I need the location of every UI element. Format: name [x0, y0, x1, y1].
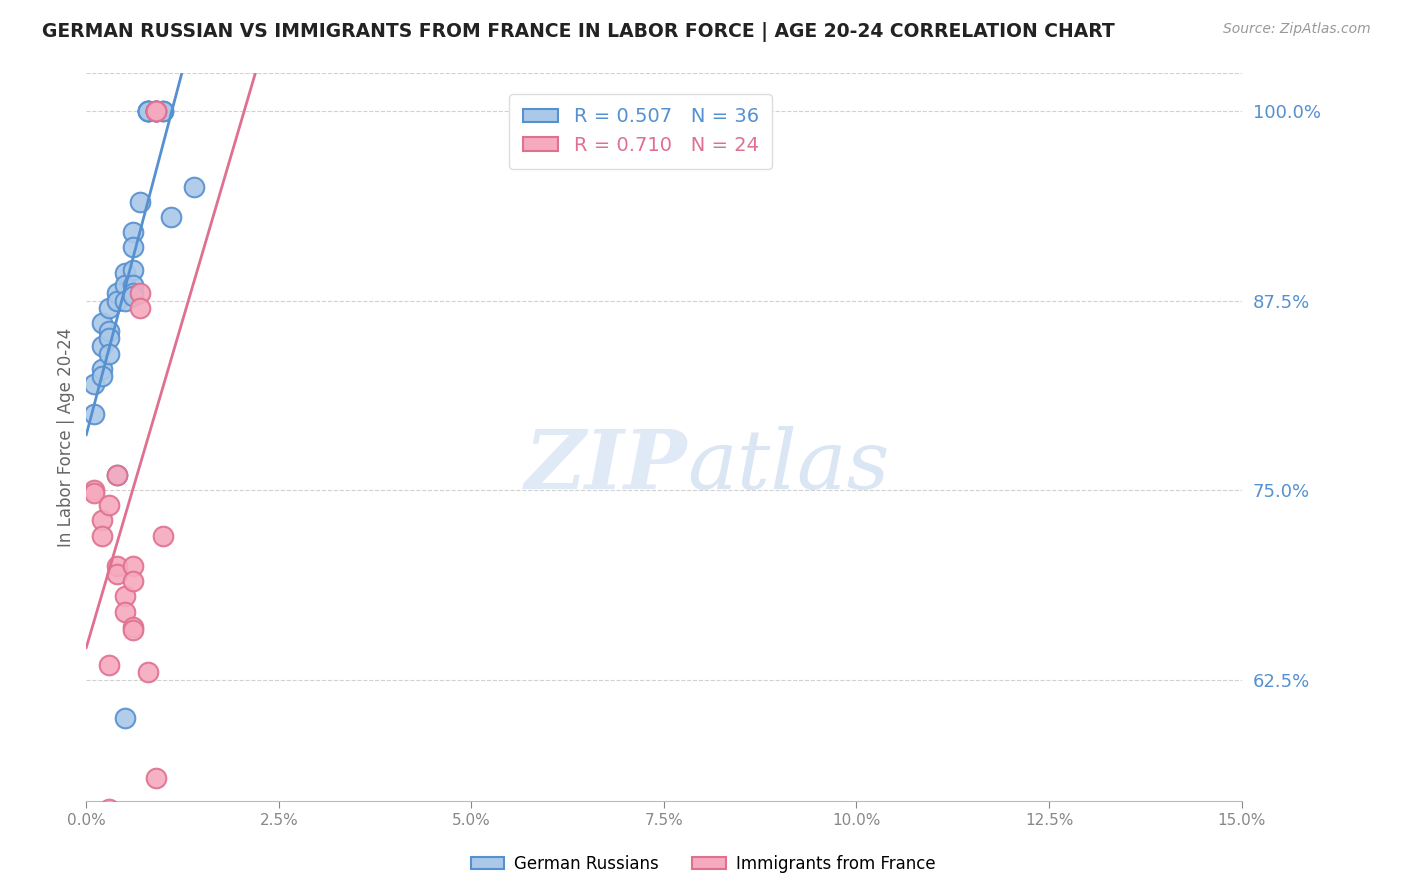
Point — [121, 574, 143, 589]
Point — [121, 263, 143, 277]
Legend: R = 0.507   N = 36, R = 0.710   N = 24: R = 0.507 N = 36, R = 0.710 N = 24 — [509, 94, 772, 169]
Point — [129, 301, 152, 315]
Point — [98, 499, 121, 513]
Point — [121, 240, 143, 254]
Point — [98, 324, 121, 338]
Point — [114, 266, 136, 280]
Point — [105, 285, 128, 300]
Point — [114, 293, 136, 308]
Point — [121, 285, 143, 300]
Point — [145, 103, 167, 118]
Point — [114, 278, 136, 293]
Point — [121, 278, 143, 293]
Point — [90, 529, 112, 543]
Point — [121, 225, 143, 239]
Point — [152, 103, 174, 118]
Point — [114, 711, 136, 725]
Point — [160, 210, 183, 224]
Text: atlas: atlas — [688, 426, 890, 506]
Point — [98, 331, 121, 345]
Point — [183, 179, 205, 194]
Point — [90, 361, 112, 376]
Point — [90, 514, 112, 528]
Point — [145, 772, 167, 786]
Point — [98, 301, 121, 315]
Point — [105, 566, 128, 581]
Point — [136, 103, 159, 118]
Point — [145, 103, 167, 118]
Point — [83, 483, 105, 497]
Text: ZIP: ZIP — [524, 426, 688, 506]
Point — [129, 285, 152, 300]
Point — [121, 289, 143, 303]
Point — [83, 486, 105, 500]
Point — [83, 407, 105, 421]
Point — [121, 623, 143, 637]
Point — [145, 103, 167, 118]
Point — [121, 559, 143, 574]
Point — [105, 467, 128, 482]
Point — [136, 103, 159, 118]
Point — [105, 467, 128, 482]
Point — [152, 529, 174, 543]
Point — [145, 103, 167, 118]
Text: Source: ZipAtlas.com: Source: ZipAtlas.com — [1223, 22, 1371, 37]
Point — [114, 590, 136, 604]
Point — [145, 103, 167, 118]
Point — [145, 103, 167, 118]
Point — [152, 103, 174, 118]
Point — [114, 605, 136, 619]
Point — [105, 293, 128, 308]
Y-axis label: In Labor Force | Age 20-24: In Labor Force | Age 20-24 — [58, 327, 75, 547]
Point — [136, 665, 159, 680]
Point — [105, 559, 128, 574]
Point — [90, 339, 112, 353]
Point — [136, 103, 159, 118]
Point — [98, 346, 121, 360]
Text: GERMAN RUSSIAN VS IMMIGRANTS FROM FRANCE IN LABOR FORCE | AGE 20-24 CORRELATION : GERMAN RUSSIAN VS IMMIGRANTS FROM FRANCE… — [42, 22, 1115, 42]
Point — [98, 657, 121, 672]
Point — [121, 620, 143, 634]
Point — [90, 316, 112, 330]
Point — [83, 376, 105, 391]
Point — [98, 802, 121, 816]
Point — [136, 103, 159, 118]
Point — [90, 369, 112, 384]
Point — [129, 194, 152, 209]
Legend: German Russians, Immigrants from France: German Russians, Immigrants from France — [464, 848, 942, 880]
Point — [145, 103, 167, 118]
